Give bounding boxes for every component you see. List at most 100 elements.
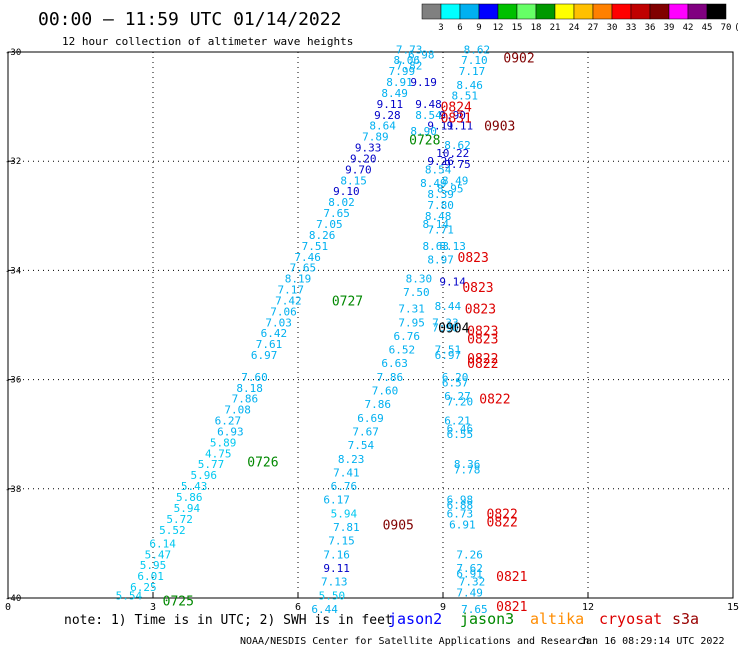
pass-time-label: 0821 bbox=[496, 600, 527, 615]
colorbar-swatch bbox=[649, 3, 670, 20]
x-tick-label: 3 bbox=[150, 602, 156, 613]
wave-height-value: 7.71 bbox=[427, 223, 454, 236]
wave-height-value: 8.51 bbox=[452, 90, 479, 103]
wave-height-value: 7.13 bbox=[321, 576, 348, 589]
wave-height-value: 8.62 bbox=[464, 43, 491, 56]
wave-height-value: 6.98 bbox=[447, 494, 474, 507]
wave-height-value: 7.86 bbox=[232, 393, 259, 406]
wave-height-value: 8.46 bbox=[456, 79, 483, 92]
wave-height-value: 7.61 bbox=[256, 338, 283, 351]
wave-height-value: 7.90 bbox=[432, 322, 459, 335]
wave-height-value: 8.06 bbox=[394, 54, 421, 67]
wave-height-value: 8.63 bbox=[423, 240, 450, 253]
colorbar-label: 21 bbox=[550, 23, 561, 33]
colorbar-label: (ft) bbox=[734, 23, 740, 33]
colorbar-swatch bbox=[421, 3, 442, 20]
wave-height-value: 6.44 bbox=[311, 603, 338, 616]
chart-subtitle: 12 hour collection of altimeter wave hei… bbox=[62, 35, 353, 48]
mission-legend: jason2 jason3 altika cryosat s3a bbox=[388, 610, 699, 628]
wave-height-value: 5.94 bbox=[174, 502, 201, 515]
pass-time-label: 0725 bbox=[163, 595, 194, 610]
wave-height-value: 7.15 bbox=[328, 535, 355, 548]
wave-height-value: 9.19 bbox=[410, 76, 437, 89]
wave-height-value: 10.22 bbox=[436, 147, 469, 160]
pass-time-label: 0831 bbox=[441, 112, 472, 127]
y-tick-label: -36 bbox=[5, 376, 21, 386]
wave-height-value: 7.78 bbox=[454, 464, 481, 477]
wave-height-value: 6.63 bbox=[381, 357, 408, 370]
colorbar-label: 30 bbox=[607, 23, 618, 33]
wave-height-value: 7.89 bbox=[362, 131, 389, 144]
wave-height-value: 7.31 bbox=[398, 303, 425, 316]
colorbar-swatch bbox=[497, 3, 518, 20]
colorbar-swatch bbox=[516, 3, 537, 20]
y-tick-label: -30 bbox=[5, 48, 21, 58]
wave-height-value: 5.72 bbox=[166, 513, 193, 526]
wave-height-value: 6.27 bbox=[215, 415, 242, 428]
pass-time-label: 0822 bbox=[487, 507, 518, 522]
pass-time-label: 0728 bbox=[409, 133, 440, 148]
colorbar-label: 18 bbox=[531, 23, 542, 33]
wave-height-value: 9.48 bbox=[415, 98, 442, 111]
plot-border bbox=[7, 51, 734, 599]
wave-height-value: 8.36 bbox=[454, 458, 481, 471]
pass-time-label: 0902 bbox=[503, 51, 534, 66]
y-tick-label: -38 bbox=[5, 485, 21, 495]
y-axis-ticks: -30 -32 -34 -36 -38 -40 bbox=[5, 48, 21, 604]
wave-height-value: 8.49 bbox=[442, 174, 469, 187]
colorbar-label: 27 bbox=[588, 23, 599, 33]
wave-height-value: 9.11 bbox=[323, 562, 350, 575]
wave-height-value: 9.20 bbox=[350, 152, 377, 165]
mission-label-altika: altika bbox=[530, 610, 584, 628]
wave-height-value: 9.28 bbox=[374, 109, 401, 122]
colorbar-swatch bbox=[630, 3, 651, 20]
wave-height-value: 9.11 bbox=[427, 120, 454, 133]
colorbar-label: 12 bbox=[493, 23, 504, 33]
wave-height-value: 5.95 bbox=[140, 559, 167, 572]
pass-time-label: 0823 bbox=[467, 324, 498, 339]
wave-height-value: 7.86 bbox=[365, 398, 392, 411]
x-tick-label: 12 bbox=[582, 602, 594, 613]
wave-height-value: 6.88 bbox=[447, 499, 474, 512]
wave-height-value: 7.26 bbox=[456, 548, 483, 561]
pass-time-label: 0727 bbox=[332, 294, 363, 309]
x-axis-ticks: 0 3 6 9 12 15 bbox=[5, 592, 739, 613]
wave-height-value: 6.97 bbox=[251, 349, 278, 362]
wave-height-value: 8.15 bbox=[340, 174, 367, 187]
wave-height-value: 8.30 bbox=[406, 273, 433, 286]
wave-height-value: 8.91 bbox=[386, 76, 413, 89]
pass-time-label: 0821 bbox=[496, 570, 527, 585]
wave-height-value: 9.70 bbox=[345, 163, 372, 176]
wave-height-value: 7.10 bbox=[461, 54, 488, 67]
wave-height-value: 7.95 bbox=[398, 316, 425, 329]
wave-height-value: 8.02 bbox=[328, 196, 355, 209]
pass-time-label: 0823 bbox=[458, 251, 489, 266]
y-tick-label: -40 bbox=[5, 594, 21, 604]
wave-height-value: 6.76 bbox=[394, 330, 421, 343]
wave-height-value: 7.86 bbox=[377, 371, 404, 384]
footer-credit: NOAA/NESDIS Center for Satellite Applica… bbox=[240, 636, 589, 647]
colorbar-label: 45 bbox=[702, 23, 713, 33]
wave-height-value: 7.80 bbox=[427, 199, 454, 212]
mission-label-jason2: jason2 bbox=[388, 610, 442, 628]
wave-height-value: 8.14 bbox=[423, 218, 450, 231]
wave-height-value: 6.57 bbox=[442, 376, 469, 389]
colorbar-swatch bbox=[440, 3, 461, 20]
pass-time-label: 0903 bbox=[484, 120, 515, 135]
wave-height-value: 5.94 bbox=[331, 507, 358, 520]
wave-height-value: 7.67 bbox=[352, 425, 379, 438]
wave-height-value: 8.44 bbox=[435, 300, 462, 313]
wave-height-value: 6.76 bbox=[331, 480, 358, 493]
wave-height-value: 7.16 bbox=[323, 548, 350, 561]
wave-height-value: 7.81 bbox=[333, 521, 360, 534]
wave-height-value: 8.23 bbox=[338, 453, 365, 466]
colorbar-label: 39 bbox=[664, 23, 675, 33]
colorbar-label: 3 bbox=[438, 23, 443, 33]
grid-lines bbox=[8, 52, 733, 598]
wave-height-value: 5.54 bbox=[116, 589, 143, 602]
wave-height-value: 7.41 bbox=[333, 466, 360, 479]
wave-height-value: 6.55 bbox=[447, 428, 474, 441]
mission-label-cryosat: cryosat bbox=[599, 610, 662, 628]
wave-height-value: 8.95 bbox=[437, 183, 464, 196]
